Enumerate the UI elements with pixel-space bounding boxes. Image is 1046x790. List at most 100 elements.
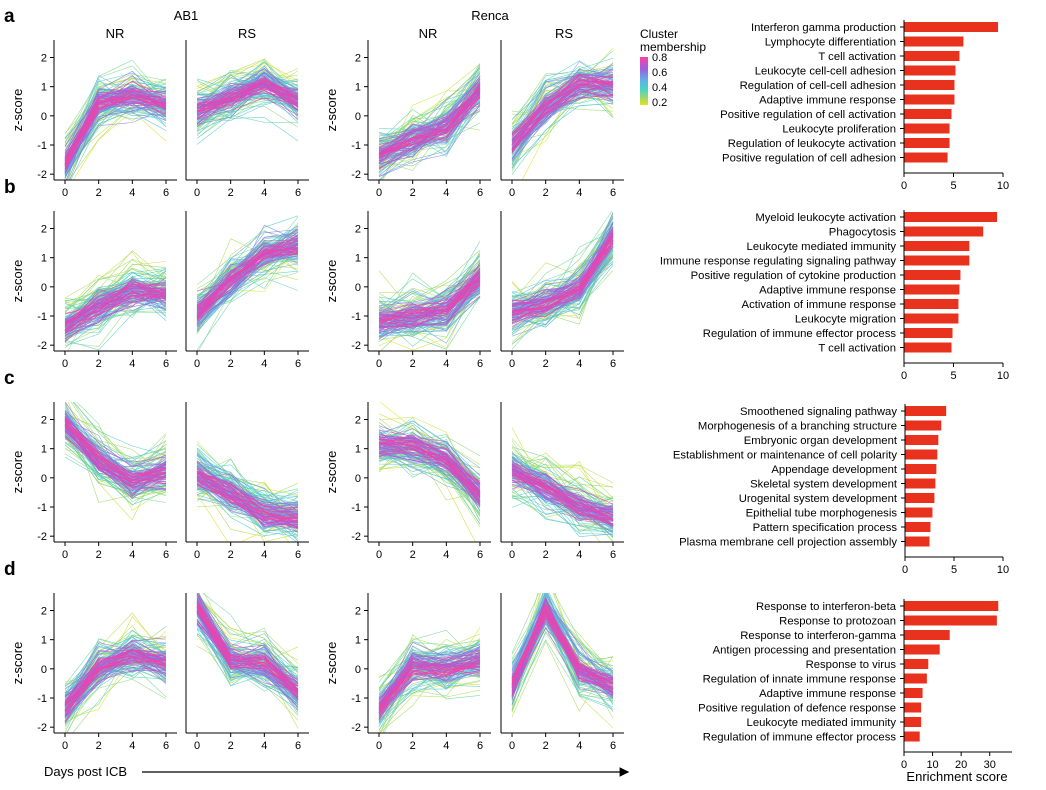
x-tick-label: 4 bbox=[261, 549, 267, 561]
membership-line bbox=[64, 283, 167, 324]
membership-line bbox=[64, 637, 167, 697]
enrichment-score-label: Enrichment score bbox=[906, 769, 1007, 784]
enrichment-bar bbox=[904, 22, 999, 32]
membership-line bbox=[378, 68, 481, 144]
membership-line bbox=[378, 649, 481, 702]
line-row-a: a 0 2 4 6 2 1 0 -1 -2 z-score 0 2 4 6 0 2 4 6 2 1 0 -1 -2 z-scor… bbox=[4, 6, 624, 199]
membership-line bbox=[64, 656, 167, 716]
membership-line bbox=[511, 228, 614, 302]
y-tick-label: 2 bbox=[41, 53, 47, 65]
x-tick-label: 6 bbox=[295, 549, 301, 561]
membership-line bbox=[511, 452, 614, 518]
y-tick-label: 1 bbox=[41, 635, 47, 647]
membership-line bbox=[378, 97, 481, 164]
go-term-label: Epithelial tube morphogenesis bbox=[746, 508, 898, 520]
membership-line bbox=[196, 595, 299, 673]
x-tick-label: 6 bbox=[295, 358, 301, 370]
x-tick-label: 6 bbox=[477, 358, 483, 370]
go-term-label: Pattern specification process bbox=[753, 522, 898, 534]
y-tick-label: -1 bbox=[37, 140, 47, 152]
membership-line bbox=[511, 74, 614, 135]
y-tick-label: 0 bbox=[41, 282, 47, 294]
membership-line bbox=[196, 97, 299, 125]
membership-line bbox=[64, 437, 167, 499]
go-term-label: Positive regulation of cell adhesion bbox=[722, 153, 896, 165]
colorbar-gradient bbox=[640, 57, 648, 105]
membership-line bbox=[511, 229, 614, 315]
membership-line bbox=[511, 223, 614, 294]
membership-line bbox=[511, 494, 614, 532]
y-tick-label: 1 bbox=[41, 444, 47, 456]
membership-line bbox=[72, 402, 167, 476]
x-tick-label: 10 bbox=[997, 564, 1009, 576]
go-term-label: Positive regulation of cytokine producti… bbox=[691, 270, 896, 282]
panel-letter: d bbox=[4, 559, 16, 580]
x-tick-label: 0 bbox=[194, 358, 200, 370]
x-tick-label: 4 bbox=[443, 740, 449, 752]
membership-line bbox=[64, 678, 167, 726]
subplot-ab1-rs: 0 2 4 6 bbox=[185, 402, 309, 561]
membership-line bbox=[378, 425, 481, 485]
y-tick-label: 0 bbox=[355, 282, 361, 294]
x-tick-label: 6 bbox=[610, 740, 616, 752]
membership-line bbox=[511, 607, 614, 682]
subplot-ab1-nr: 0 2 4 6 2 1 0 -1 -2 z-score bbox=[10, 40, 177, 199]
membership-line bbox=[196, 462, 299, 512]
go-term-label: Antigen processing and presentation bbox=[713, 645, 896, 657]
enrichment-bar bbox=[904, 123, 950, 134]
membership-line bbox=[196, 482, 299, 529]
x-tick-label: 2 bbox=[543, 549, 549, 561]
x-tick-label: 4 bbox=[129, 358, 135, 370]
membership-line bbox=[378, 642, 481, 705]
membership-line bbox=[511, 613, 614, 692]
x-tick-label: 4 bbox=[261, 187, 267, 199]
y-tick-label: -2 bbox=[37, 531, 47, 543]
membership-lines bbox=[64, 59, 167, 180]
y-tick-label: 2 bbox=[355, 606, 361, 618]
enrichment-bar bbox=[904, 36, 964, 47]
membership-line bbox=[64, 432, 167, 491]
membership-line bbox=[196, 476, 299, 506]
membership-line bbox=[511, 447, 614, 488]
enrichment-bar bbox=[904, 80, 955, 90]
y-axis-label: z-score bbox=[324, 642, 339, 685]
membership-line bbox=[64, 410, 167, 468]
membership-line bbox=[511, 248, 614, 334]
membership-lines bbox=[511, 427, 614, 542]
x-tick-label: 4 bbox=[129, 549, 135, 561]
membership-line bbox=[196, 461, 299, 511]
membership-line bbox=[64, 295, 167, 333]
y-tick-label: -1 bbox=[351, 311, 361, 323]
membership-line bbox=[511, 473, 614, 525]
membership-line bbox=[511, 78, 614, 138]
go-term-label: Regulation of leukocyte activation bbox=[728, 138, 896, 150]
membership-line bbox=[378, 665, 481, 714]
subplot-ab1-nr: 0 2 4 6 2 1 0 -1 -2 z-score bbox=[10, 593, 177, 752]
membership-line bbox=[64, 283, 167, 325]
membership-line bbox=[64, 436, 167, 487]
membership-line bbox=[64, 292, 167, 325]
membership-line bbox=[378, 284, 481, 328]
enrichment-panel-d: Response to interferon-beta Response to p… bbox=[698, 599, 1012, 771]
enrichment-bar bbox=[904, 212, 998, 222]
enrichment-panel-c: Smoothened signaling pathway Morphogenesi… bbox=[673, 404, 1009, 576]
membership-line bbox=[511, 495, 614, 537]
x-tick-label: 2 bbox=[543, 187, 549, 199]
membership-line bbox=[378, 273, 481, 313]
membership-line bbox=[64, 263, 167, 304]
x-tick-label: 0 bbox=[509, 549, 515, 561]
subplot-ab1-nr: 0 2 4 6 2 1 0 -1 -2 z-score bbox=[10, 211, 177, 370]
membership-line bbox=[511, 593, 614, 683]
membership-line bbox=[511, 234, 614, 302]
membership-line bbox=[378, 446, 481, 504]
membership-line bbox=[378, 97, 481, 158]
membership-line bbox=[64, 650, 167, 713]
membership-line bbox=[511, 221, 614, 314]
membership-line bbox=[378, 249, 481, 303]
membership-line bbox=[378, 283, 481, 326]
membership-line bbox=[196, 483, 299, 530]
go-term-label: T cell activation bbox=[818, 51, 896, 63]
x-tick-label: 2 bbox=[96, 358, 102, 370]
membership-line bbox=[196, 485, 299, 525]
